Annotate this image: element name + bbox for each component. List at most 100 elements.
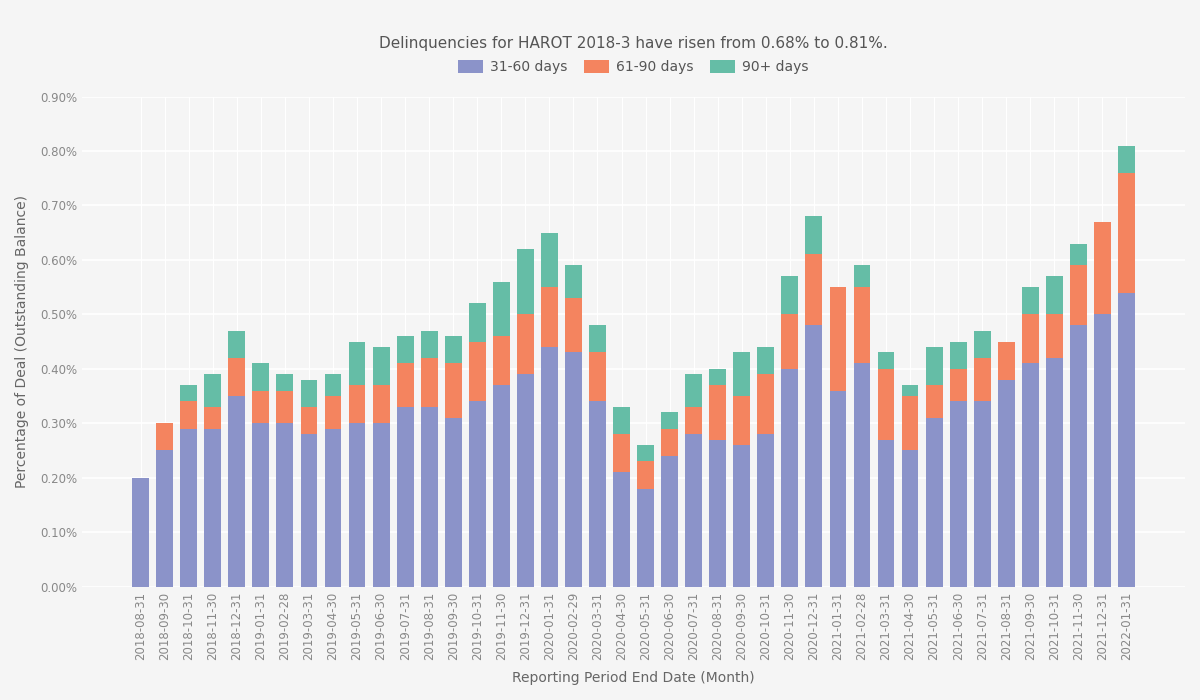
Bar [228, 330, 245, 358]
Bar [901, 396, 918, 450]
Bar [180, 385, 197, 401]
Bar [300, 379, 317, 407]
Bar [252, 363, 269, 391]
Bar [805, 326, 822, 587]
Bar [949, 369, 966, 401]
Bar [613, 473, 630, 587]
Bar [853, 287, 870, 363]
Bar [541, 287, 558, 347]
Bar [757, 347, 774, 374]
Bar [469, 304, 486, 342]
Bar [949, 342, 966, 369]
Bar [1118, 293, 1135, 587]
Bar [445, 418, 462, 587]
Bar [733, 445, 750, 587]
Bar [1094, 222, 1111, 314]
Bar [637, 489, 654, 587]
Bar [397, 407, 414, 587]
Bar [1118, 146, 1135, 173]
Bar [949, 401, 966, 587]
Bar [709, 369, 726, 385]
Bar [1022, 363, 1039, 587]
Bar [373, 424, 390, 587]
Bar [349, 385, 366, 424]
Bar [421, 407, 438, 587]
Bar [324, 396, 342, 428]
Bar [493, 281, 510, 336]
Bar [613, 434, 630, 473]
Bar [397, 363, 414, 407]
Bar [565, 353, 582, 587]
Bar [998, 342, 1015, 379]
Bar [276, 424, 293, 587]
Bar [613, 407, 630, 434]
Bar [853, 363, 870, 587]
Bar [1070, 265, 1087, 326]
Bar [349, 424, 366, 587]
Bar [757, 374, 774, 434]
Bar [300, 407, 317, 434]
Bar [829, 287, 846, 391]
Bar [517, 314, 534, 374]
Bar [228, 396, 245, 587]
Bar [276, 391, 293, 424]
Bar [589, 326, 606, 353]
Bar [252, 391, 269, 424]
Bar [661, 456, 678, 587]
Bar [373, 385, 390, 424]
Bar [300, 434, 317, 587]
Bar [637, 461, 654, 489]
Bar [493, 336, 510, 385]
Title: Delinquencies for HAROT 2018-3 have risen from 0.68% to 0.81%.: Delinquencies for HAROT 2018-3 have rise… [379, 36, 888, 51]
Bar [1070, 326, 1087, 587]
Bar [589, 401, 606, 587]
Bar [445, 336, 462, 363]
Bar [421, 358, 438, 407]
Bar [445, 363, 462, 418]
Bar [877, 353, 894, 369]
Bar [733, 353, 750, 396]
Bar [925, 347, 942, 385]
Bar [324, 374, 342, 396]
Bar [757, 434, 774, 587]
Bar [781, 369, 798, 587]
Bar [637, 445, 654, 461]
Bar [973, 401, 991, 587]
Bar [925, 385, 942, 418]
Bar [228, 358, 245, 396]
Bar [565, 265, 582, 298]
Bar [829, 391, 846, 587]
Bar [925, 418, 942, 587]
Bar [349, 342, 366, 385]
Bar [541, 347, 558, 587]
Bar [877, 369, 894, 440]
Bar [132, 477, 149, 587]
Legend: 31-60 days, 61-90 days, 90+ days: 31-60 days, 61-90 days, 90+ days [452, 55, 815, 80]
Bar [156, 424, 173, 450]
Bar [781, 314, 798, 369]
Bar [541, 232, 558, 287]
Bar [733, 396, 750, 445]
Bar [204, 374, 221, 407]
Bar [661, 428, 678, 456]
Bar [781, 276, 798, 314]
Bar [204, 407, 221, 428]
Bar [156, 450, 173, 587]
Bar [973, 358, 991, 401]
X-axis label: Reporting Period End Date (Month): Reporting Period End Date (Month) [512, 671, 755, 685]
Bar [709, 385, 726, 440]
Bar [1046, 276, 1063, 314]
Bar [589, 353, 606, 401]
Bar [517, 374, 534, 587]
Bar [565, 298, 582, 353]
Y-axis label: Percentage of Deal (Outstanding Balance): Percentage of Deal (Outstanding Balance) [16, 195, 29, 488]
Bar [853, 265, 870, 287]
Bar [998, 379, 1015, 587]
Bar [685, 374, 702, 407]
Bar [805, 255, 822, 326]
Bar [397, 336, 414, 363]
Bar [276, 374, 293, 391]
Bar [517, 249, 534, 314]
Bar [1046, 358, 1063, 587]
Bar [421, 330, 438, 358]
